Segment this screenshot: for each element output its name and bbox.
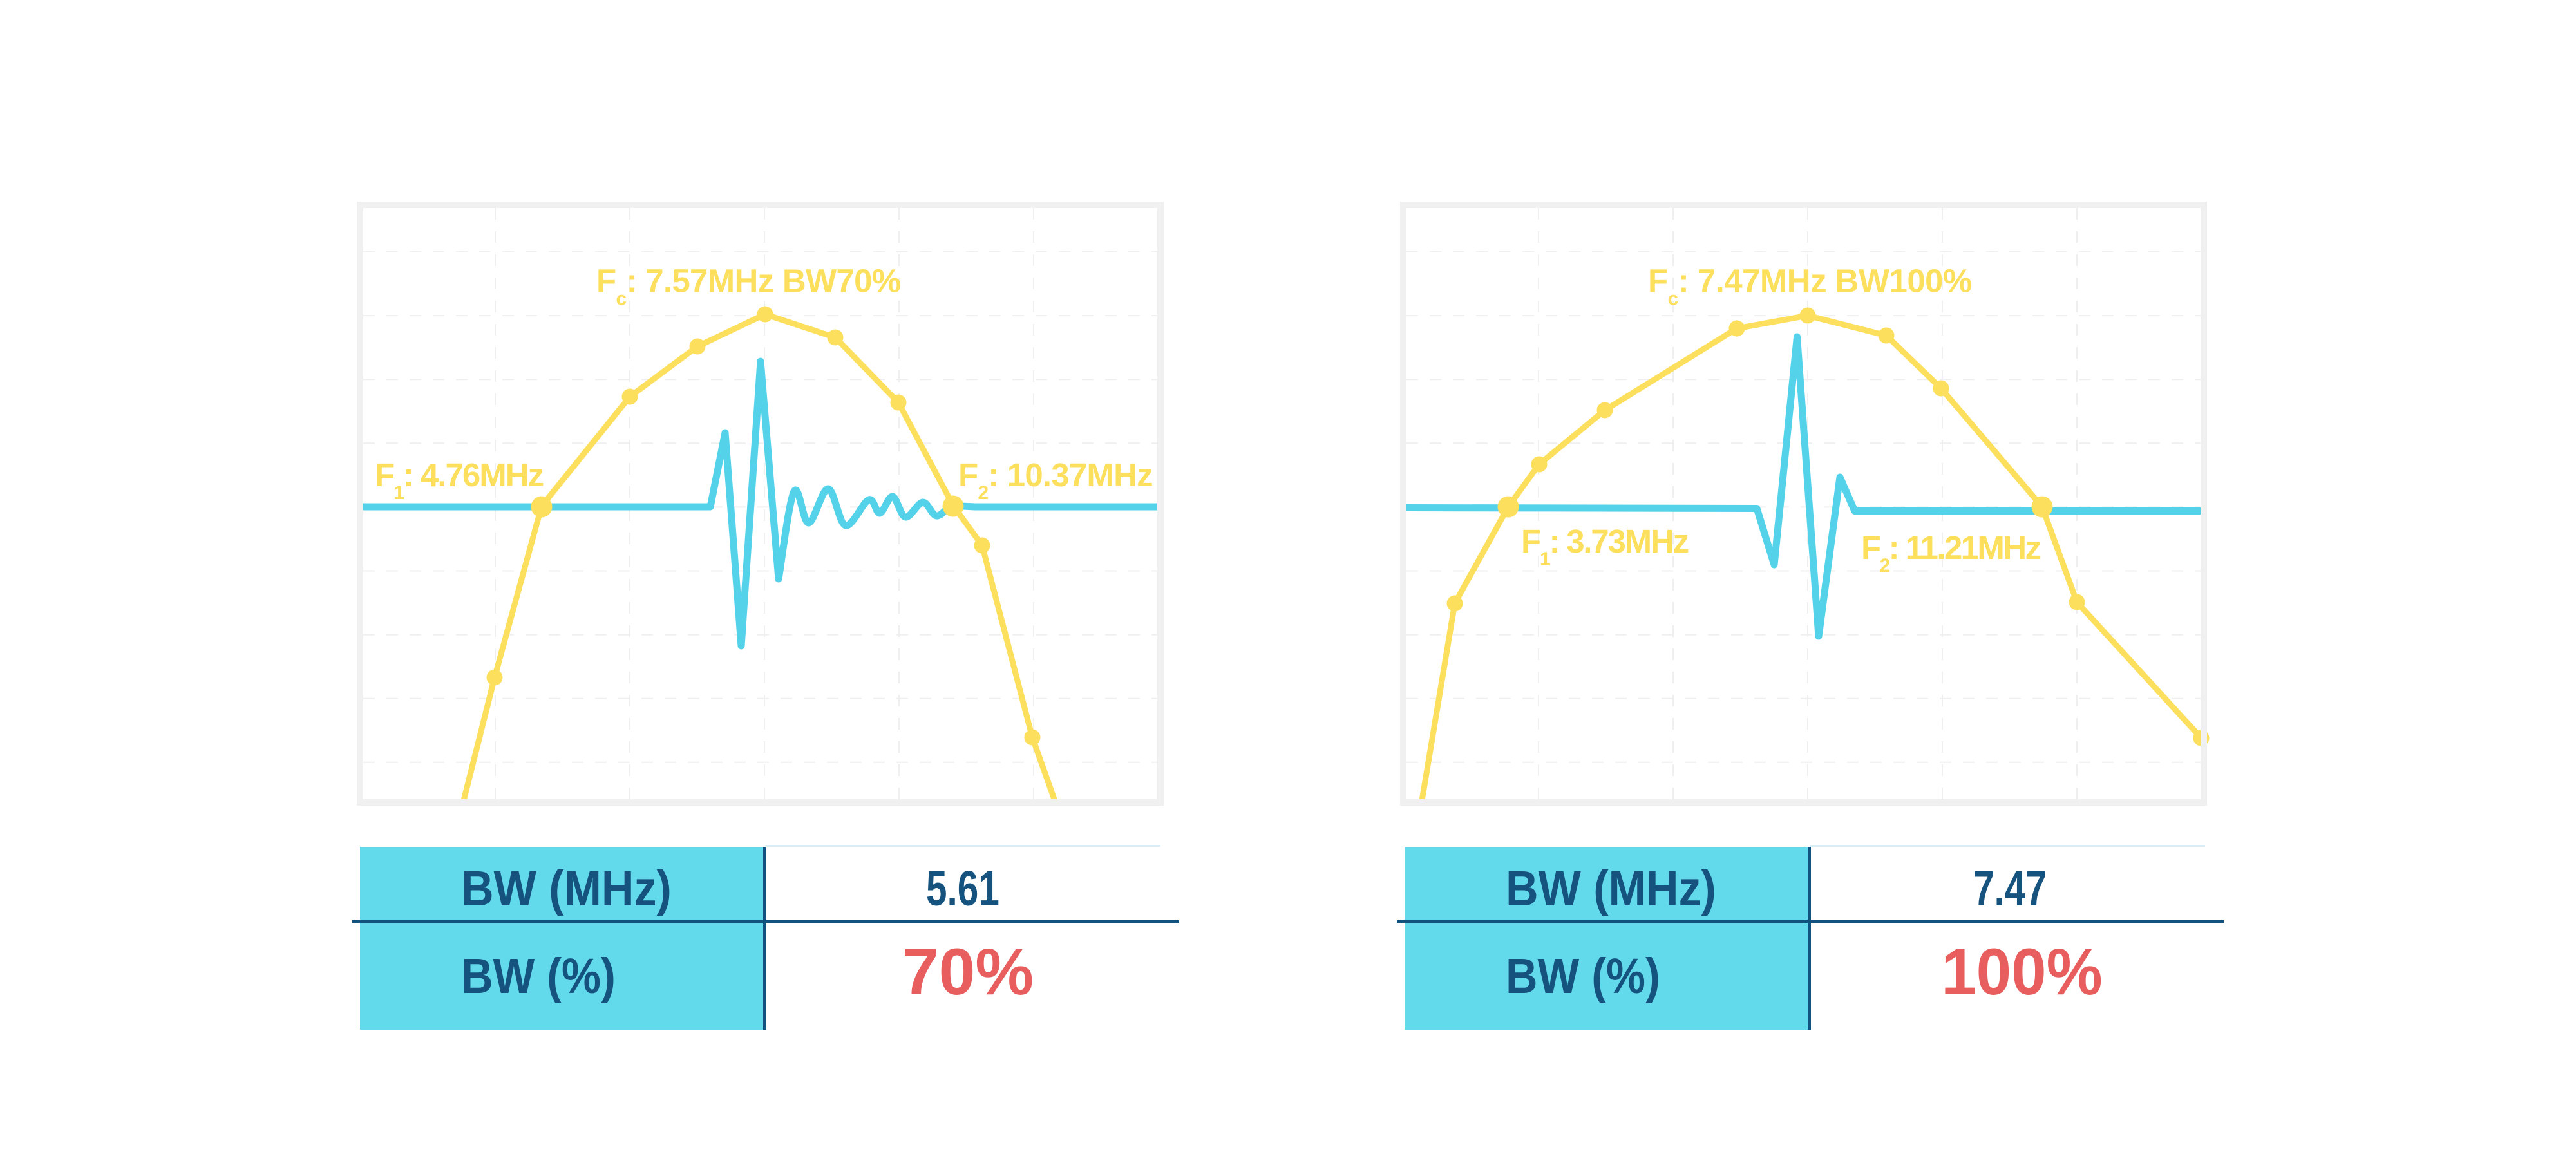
svg-text:F2: 10.37MHz: F2: 10.37MHz xyxy=(958,457,1153,504)
svg-text:Fc: 7.57MHz BW70%: Fc: 7.57MHz BW70% xyxy=(596,263,900,310)
svg-text:F2: 11.21MHz: F2: 11.21MHz xyxy=(1861,529,2041,576)
svg-text:F1: 4.76MHz: F1: 4.76MHz xyxy=(375,457,544,504)
svg-text:Fc: 7.47MHz BW100%: Fc: 7.47MHz BW100% xyxy=(1648,263,1972,310)
svg-text:F1: 3.73MHz: F1: 3.73MHz xyxy=(1521,523,1689,570)
